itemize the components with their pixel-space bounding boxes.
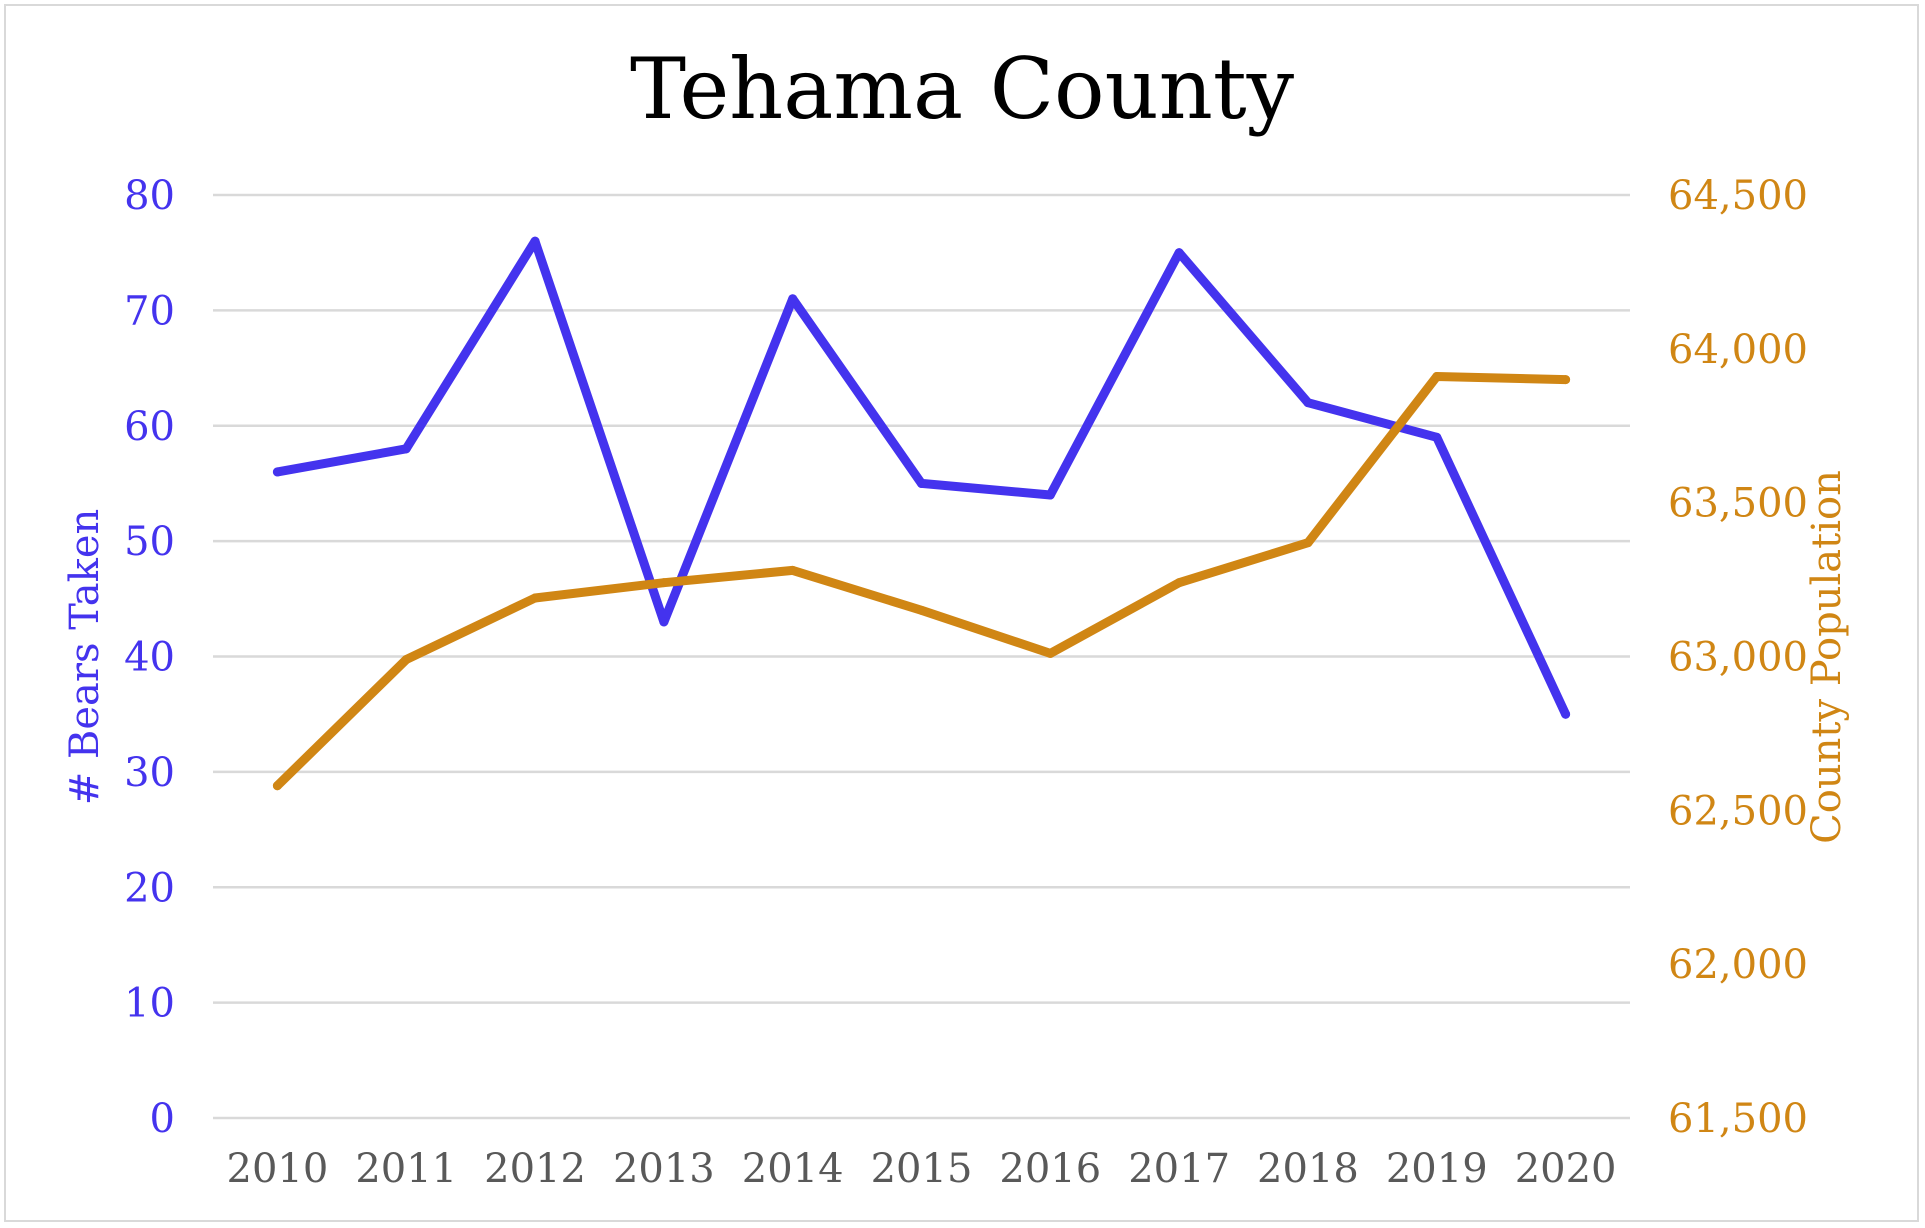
data-point-bears-taken — [1561, 709, 1571, 719]
x-axis-tick-label: 2015 — [871, 1146, 973, 1192]
data-point-county-population — [1174, 578, 1184, 588]
data-point-bears-taken — [917, 478, 926, 488]
x-axis-tick-label: 2016 — [999, 1146, 1101, 1192]
right-axis-tick-label: 63,500 — [1668, 481, 1808, 527]
x-axis-tick-label: 2018 — [1257, 1146, 1359, 1192]
data-point-county-population — [401, 655, 411, 665]
x-axis-tick-label: 2011 — [355, 1146, 457, 1192]
left-axis-tick-label: 50 — [124, 519, 175, 565]
left-axis-tick-label: 10 — [124, 981, 175, 1027]
data-point-bears-taken — [1303, 398, 1313, 408]
left-axis-tick-label: 0 — [150, 1096, 175, 1142]
data-point-bears-taken — [272, 467, 282, 477]
data-point-bears-taken — [659, 617, 669, 627]
chart-title: Tehama County — [630, 40, 1295, 138]
right-axis-tick-label: 61,500 — [1668, 1096, 1808, 1142]
data-point-county-population — [659, 578, 669, 588]
left-axis-tick-label: 30 — [124, 750, 175, 796]
right-axis-tick-label: 62,000 — [1668, 942, 1808, 988]
x-axis-tick-label: 2019 — [1386, 1146, 1488, 1192]
left-axis-label: # Bears Taken — [62, 509, 108, 806]
data-point-county-population — [1303, 538, 1313, 548]
series-line-bears-taken — [272, 236, 1571, 719]
chart-frame — [4, 4, 1919, 1222]
data-point-county-population — [1561, 375, 1571, 385]
x-axis-tick-label: 2014 — [742, 1146, 844, 1192]
right-axis-tick-label: 64,000 — [1668, 327, 1808, 373]
right-axis-tick-label: 62,500 — [1668, 788, 1808, 834]
left-axis-tick-label: 70 — [124, 288, 175, 334]
right-axis-label: County Population — [1804, 470, 1850, 844]
x-axis-tick-label: 2012 — [484, 1146, 586, 1192]
data-point-county-population — [1045, 648, 1055, 658]
right-axis-tick-label: 64,500 — [1668, 173, 1808, 219]
data-point-bears-taken — [530, 236, 540, 246]
data-point-bears-taken — [1045, 490, 1055, 500]
left-axis-tick-label: 40 — [124, 635, 175, 681]
data-point-county-population — [530, 593, 540, 603]
x-axis-tick-label: 2010 — [227, 1146, 329, 1192]
data-point-county-population — [272, 781, 282, 791]
series-line-county-population — [272, 372, 1571, 791]
left-axis-ticks: 0 10 20 30 40 50 60 70 80 — [124, 173, 175, 1142]
data-point-county-population — [917, 605, 926, 615]
x-axis-tick-label: 2020 — [1515, 1146, 1617, 1192]
data-point-bears-taken — [401, 444, 411, 454]
gridlines — [213, 193, 1630, 1120]
series-lines — [272, 236, 1571, 791]
left-axis-tick-label: 80 — [124, 173, 175, 219]
data-point-bears-taken — [1432, 432, 1442, 442]
x-axis-ticks: 2010 2011 2012 2013 2014 2015 2016 2017 2018 2019… — [227, 1146, 1617, 1192]
right-axis-ticks: 61,500 62,000 62,500 63,000 63,500 64,000 64,5… — [1668, 173, 1808, 1142]
x-axis-tick-label: 2017 — [1128, 1146, 1230, 1192]
left-axis-tick-label: 60 — [124, 404, 175, 450]
x-axis-tick-label: 2013 — [613, 1146, 715, 1192]
data-point-county-population — [1432, 372, 1442, 382]
right-axis-tick-label: 63,000 — [1668, 635, 1808, 681]
data-point-bears-taken — [788, 294, 798, 304]
data-point-bears-taken — [1174, 248, 1184, 258]
left-axis-tick-label: 20 — [124, 865, 175, 911]
data-point-county-population — [788, 565, 798, 575]
